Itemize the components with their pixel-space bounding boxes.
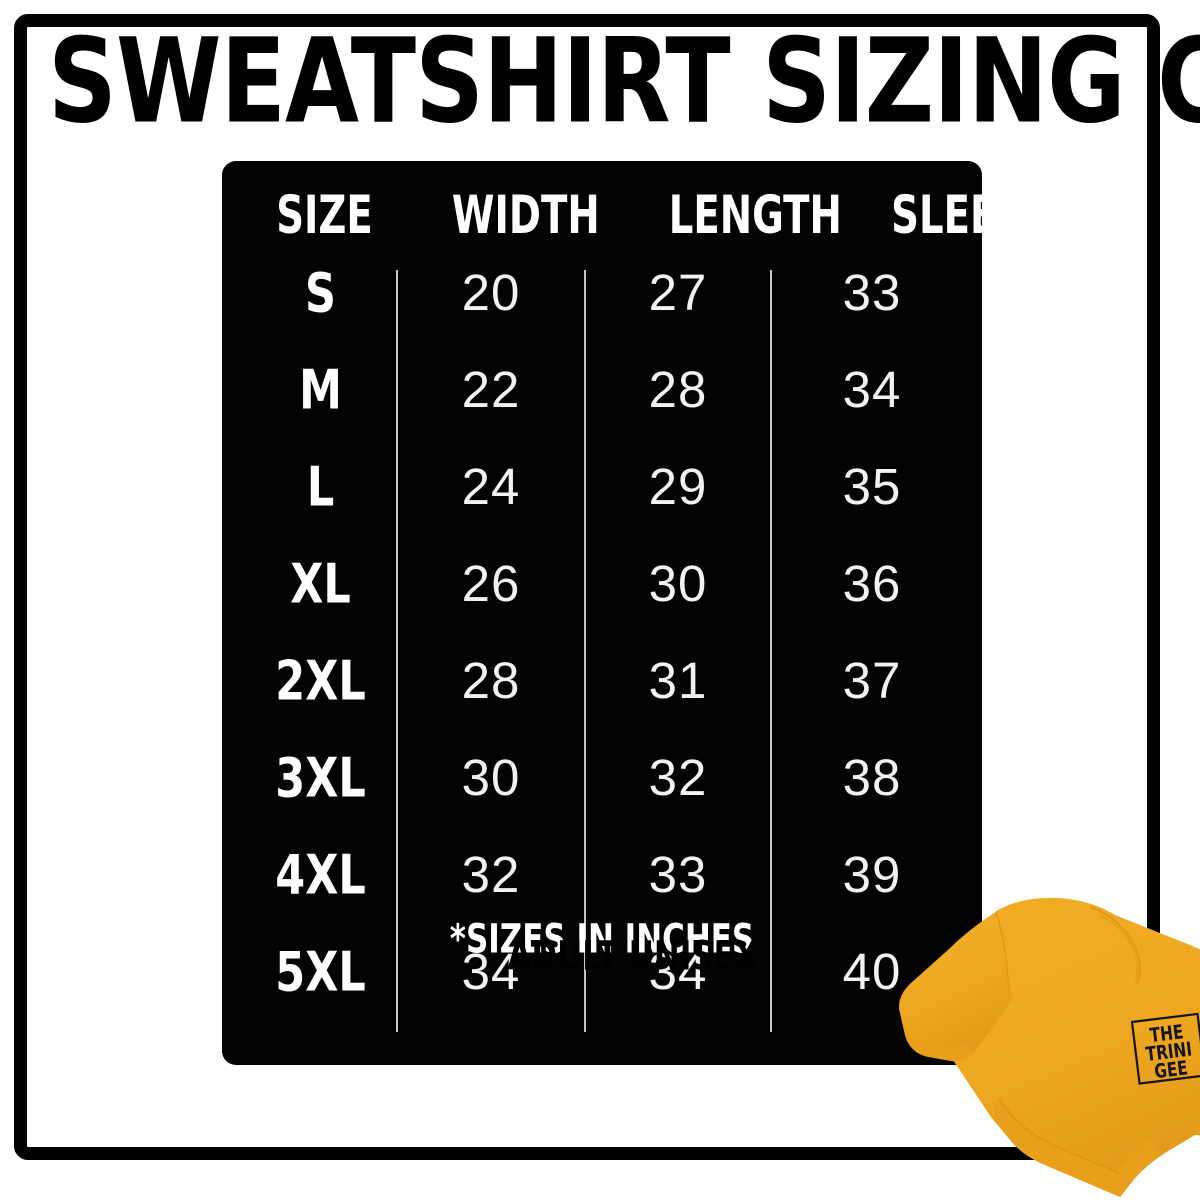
column-divider: [770, 270, 772, 1032]
cell-size: 3XL: [275, 746, 366, 810]
cell-length: 27: [648, 264, 708, 321]
cell-sleeve: 34: [842, 361, 902, 418]
cell-sleeve: 36: [842, 555, 902, 612]
cell-width: 30: [461, 749, 521, 806]
table-row: M 22 28 34: [222, 342, 982, 438]
column-divider: [584, 270, 586, 1032]
logo-line-gee: GEE: [1153, 1058, 1189, 1084]
cell-size: 5XL: [275, 940, 366, 1004]
cell-size: S: [305, 261, 336, 325]
logo-box: [1130, 1012, 1200, 1085]
table-row: XL 26 30 36: [222, 536, 982, 632]
column-header-width: WIDTH: [451, 184, 600, 246]
cell-sleeve: 37: [842, 652, 902, 709]
table-row: 3XL 30 32 38: [222, 730, 982, 826]
cell-width: 20: [461, 264, 521, 321]
neck-ribbing-inner: [1098, 914, 1138, 982]
cell-width: 24: [461, 458, 521, 515]
table-row: S 20 27 33: [222, 245, 982, 341]
shoulder-seam-left: [995, 911, 1010, 992]
table-header-row: SIZE WIDTH LENGTH SLEEVE: [222, 183, 1052, 246]
cell-width: 22: [461, 361, 521, 418]
cell-length: 33: [648, 846, 708, 903]
cell-size: XL: [290, 552, 351, 616]
waist-ribbing-seam: [998, 1098, 1120, 1174]
table-row: 5XL 34 34 40: [222, 924, 982, 1020]
note-sizes-in-inches: *SIZES IN INCHES: [449, 916, 755, 963]
cell-length: 32: [648, 749, 708, 806]
sizing-table-card: SIZE WIDTH LENGTH SLEEVE S 20 27 33 M 22…: [222, 161, 1053, 1065]
cell-sleeve: 35: [842, 458, 902, 515]
column-header-length: LENGTH: [668, 184, 842, 246]
cell-length: 28: [648, 361, 708, 418]
table-row: 4XL 32 33 39: [222, 827, 982, 923]
cell-length: 31: [648, 652, 708, 709]
note-adult-unisex: ADULT UNISEX: [507, 933, 759, 980]
column-header-sleeve: SLEEVE: [891, 184, 1053, 246]
cell-size: 2XL: [275, 649, 366, 713]
cell-length: 34: [648, 943, 708, 1000]
sweatshirt-product-image: THE TRINI GEE: [895, 885, 1200, 1200]
sweatshirt-right-sleeve-edge: [1195, 1132, 1200, 1136]
cell-size: M: [299, 358, 342, 422]
cell-sleeve: 39: [842, 846, 902, 903]
cell-width: 34: [461, 943, 521, 1000]
table-row: 2XL 28 31 37: [222, 633, 982, 729]
cell-sleeve: 38: [842, 749, 902, 806]
sweatshirt-left-sleeve: [899, 913, 1013, 1062]
column-divider: [396, 270, 398, 1032]
logo-line-the: THE: [1149, 1021, 1185, 1047]
cell-size: L: [306, 455, 335, 519]
sweatshirt-left-cuff: [900, 1013, 973, 1062]
sweatshirt-body-group: [899, 897, 1200, 1197]
cell-length: 30: [648, 555, 708, 612]
column-header-size: SIZE: [276, 184, 373, 246]
cell-width: 28: [461, 652, 521, 709]
cell-sleeve: 40: [842, 943, 902, 1000]
cell-width: 26: [461, 555, 521, 612]
neck-ribbing: [1090, 905, 1141, 984]
chest-logo: THE TRINI GEE: [1130, 1012, 1200, 1085]
cell-size: 4XL: [275, 843, 366, 907]
cell-length: 29: [648, 458, 708, 515]
table-row: L 24 29 35: [222, 439, 982, 535]
page-title: SWEATSHIRT SIZING CHART: [48, 12, 1200, 150]
cell-sleeve: 33: [842, 264, 902, 321]
cell-width: 32: [461, 846, 521, 903]
